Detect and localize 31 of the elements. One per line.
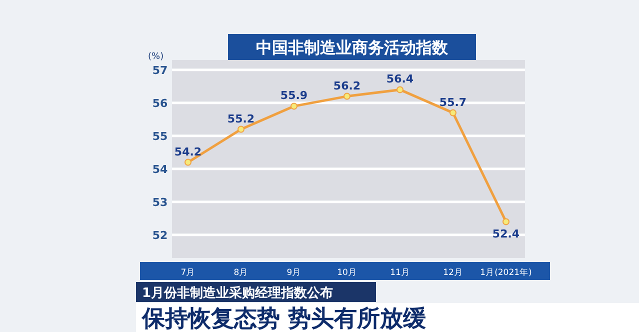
x-tick-label: 12月 [443,268,463,278]
x-tick-label: 1月(2021年) [480,267,532,278]
point [184,158,192,166]
x-tick-label: 8月 [234,268,248,278]
y-tick-label: 56 [152,96,168,110]
data-label: 56.2 [333,79,361,92]
data-label: 55.9 [280,89,308,102]
y-axis-title: (%) [148,52,164,62]
y-tick-label: 55 [152,130,168,143]
text: 1月份非制造业采购经理指数公布 [142,285,334,301]
y-tick-label: 57 [152,64,168,77]
data-label: 55.7 [439,96,467,109]
point [344,92,350,100]
x-tick-label: 7月 [180,268,196,278]
x-tick-label: 10月 [337,268,357,278]
x-tick-label: 11月 [390,268,410,278]
data-label: 55.2 [227,112,255,126]
point [290,102,298,110]
point [450,109,456,116]
text: 保持恢复态势 势头有所放缓 [141,306,426,332]
point [502,218,510,226]
x-tick-label: 9月 [286,268,302,278]
chart-title: 中国非制造业商务活动指数 [256,38,449,57]
y-tick-label: 53 [152,196,168,209]
data-label: 54.2 [174,145,202,158]
point [396,86,404,94]
y-tick-label: 52 [152,228,168,242]
data-label: 52.4 [492,228,520,241]
y-tick-label: 54 [152,162,168,176]
data-label: 56.4 [386,72,414,86]
point [238,126,244,133]
